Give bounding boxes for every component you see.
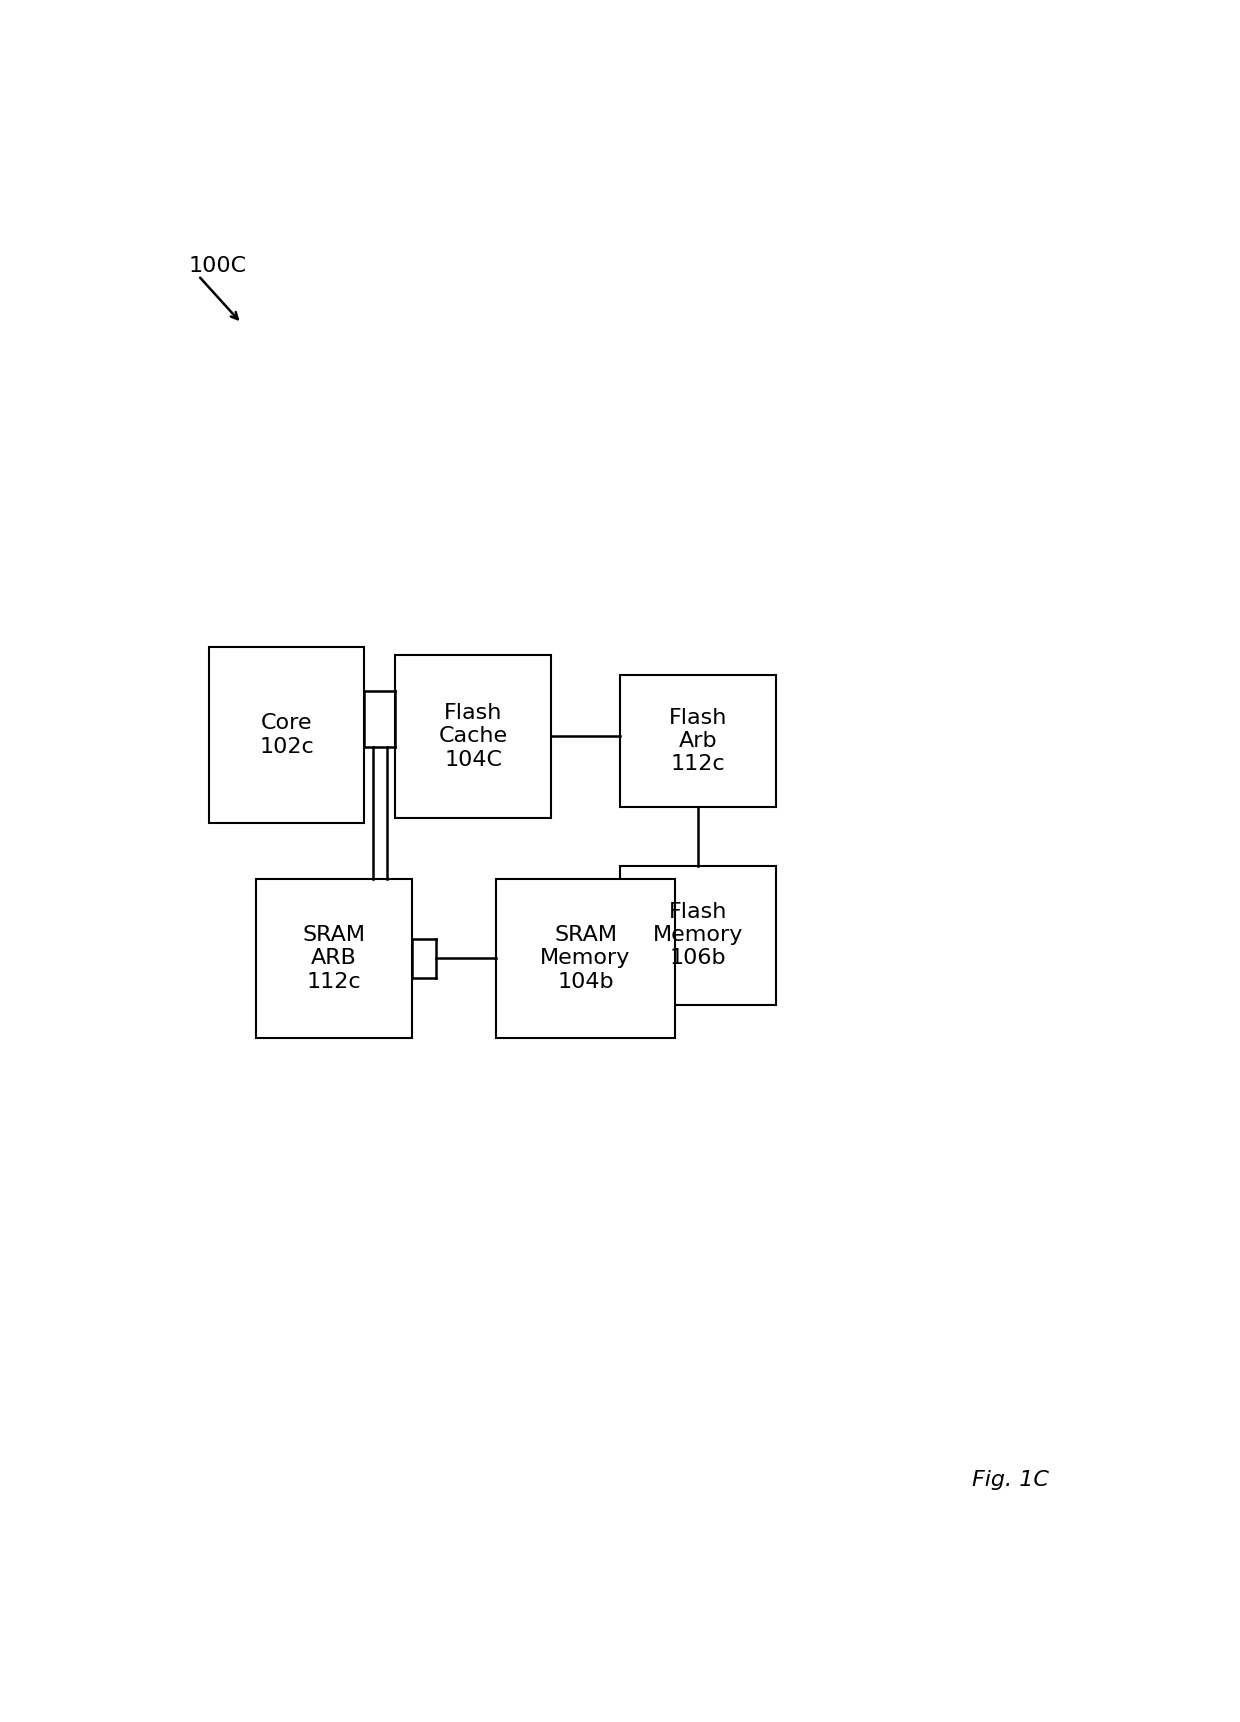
Text: 100C: 100C [188,255,247,276]
Bar [255,878,412,1038]
Text: Fig. 1C: Fig. 1C [972,1471,1049,1490]
Bar [396,654,551,818]
Text: Flash
Arb
112c: Flash Arb 112c [668,708,727,775]
Bar [620,675,776,808]
Text: Flash
Cache
104C: Flash Cache 104C [439,703,507,770]
Text: SRAM
ARB
112c: SRAM ARB 112c [303,925,366,992]
Text: Flash
Memory
106b: Flash Memory 106b [652,902,743,968]
Bar [208,647,365,823]
Text: SRAM
Memory
104b: SRAM Memory 104b [541,925,631,992]
Text: Core
102c: Core 102c [259,713,314,756]
Bar [496,878,675,1038]
Bar [620,866,776,1006]
